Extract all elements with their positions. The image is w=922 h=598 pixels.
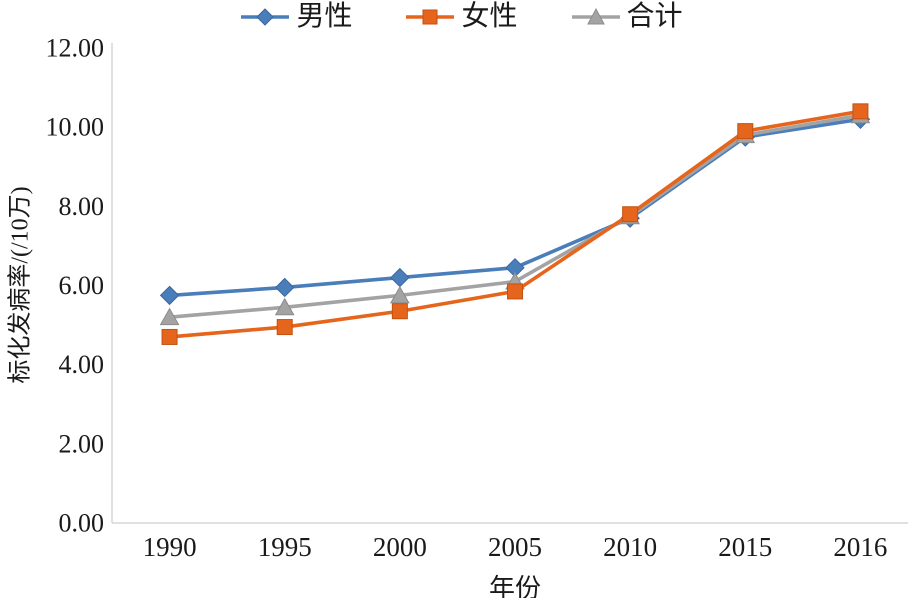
data-point-marker-total: [390, 285, 410, 304]
x-tick-label: 2000: [373, 532, 427, 562]
x-axis-title: 年份: [488, 574, 542, 598]
legend-item-female: 女性: [404, 1, 518, 32]
y-tick-label: 8.00: [59, 192, 105, 221]
data-point-marker-female: [391, 303, 408, 320]
legend-item-male: 男性: [239, 2, 352, 32]
x-tick-label: 1990: [143, 532, 197, 562]
y-tick-label: 6.00: [59, 271, 105, 300]
y-tick-label: 12.00: [46, 34, 105, 63]
data-point-marker-female: [622, 206, 639, 223]
data-point-marker-male: [275, 277, 295, 298]
x-tick-label: 2010: [603, 532, 657, 562]
series-line-female: [169, 109, 861, 339]
y-tick-label: 0.00: [59, 509, 105, 538]
y-axis-title: 标化发病率/(/10万): [7, 186, 34, 384]
data-point-marker-female: [161, 328, 178, 345]
x-tick-label: 1995: [258, 532, 312, 562]
y-tick-label: 2.00: [59, 429, 105, 458]
legend-label-male: 男性: [296, 1, 353, 32]
x-tick-label: 2016: [833, 532, 887, 562]
data-point-marker-female: [852, 103, 869, 120]
diamond-marker-icon: [241, 8, 290, 26]
data-point-marker-total: [274, 297, 295, 316]
y-tick-label: 10.00: [46, 113, 105, 142]
data-point-marker-male: [159, 285, 180, 306]
x-tick-label: 2015: [718, 532, 772, 562]
data-point-marker-female: [507, 283, 523, 300]
legend-label-female: 女性: [461, 1, 518, 32]
legend-item-total: 合计: [570, 2, 683, 32]
x-tick-label: 2005: [488, 532, 542, 562]
data-point-marker-total: [159, 307, 180, 326]
triangle-marker-icon: [571, 7, 620, 25]
chart-legend: 男性 女性 合计: [0, 2, 922, 32]
y-tick-label: 4.00: [59, 350, 105, 379]
data-point-marker-female: [276, 319, 293, 336]
legend-label-total: 合计: [626, 1, 683, 32]
data-point-marker-female: [737, 123, 754, 140]
square-marker-icon: [406, 9, 455, 25]
data-point-marker-male: [390, 267, 410, 288]
